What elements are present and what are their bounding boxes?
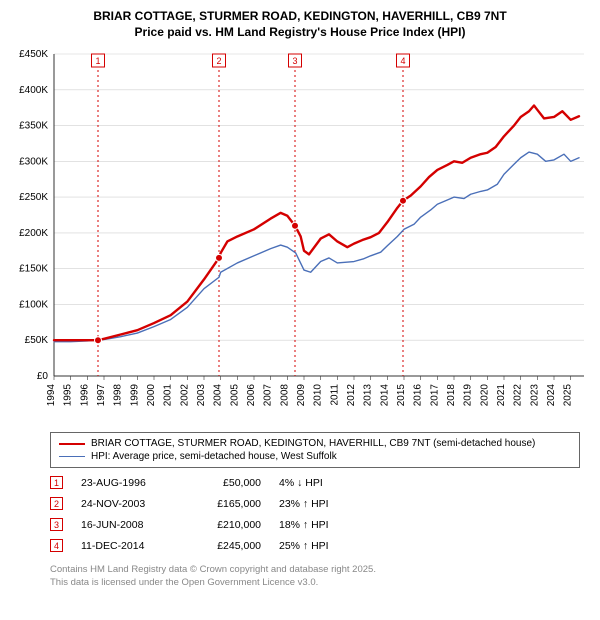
svg-text:2015: 2015	[396, 384, 407, 407]
svg-text:3: 3	[292, 56, 297, 66]
svg-text:£300K: £300K	[19, 157, 48, 168]
sale-events-table: 1 23-AUG-1996 £50,000 4% ↓ HPI 2 24-NOV-2003 £…	[50, 472, 590, 556]
event-date: 23-AUG-1996	[81, 477, 173, 489]
svg-text:1995: 1995	[63, 384, 74, 407]
svg-text:2: 2	[216, 56, 221, 66]
svg-text:2009: 2009	[296, 384, 307, 407]
svg-text:2004: 2004	[213, 384, 224, 407]
event-delta: 23% ↑ HPI	[279, 498, 369, 510]
legend-label: BRIAR COTTAGE, STURMER ROAD, KEDINGTON, …	[91, 438, 535, 449]
event-price: £245,000	[191, 540, 261, 552]
event-badge: 2	[50, 497, 63, 510]
event-row: 3 16-JUN-2008 £210,000 18% ↑ HPI	[50, 514, 590, 535]
legend-item: BRIAR COTTAGE, STURMER ROAD, KEDINGTON, …	[59, 437, 571, 450]
svg-text:£100K: £100K	[19, 300, 48, 311]
legend-swatch	[59, 456, 85, 457]
svg-text:2005: 2005	[229, 384, 240, 407]
svg-text:2024: 2024	[546, 384, 557, 407]
svg-text:2016: 2016	[413, 384, 424, 407]
event-badge: 4	[50, 539, 63, 552]
svg-text:2011: 2011	[329, 384, 340, 406]
svg-text:2001: 2001	[163, 384, 174, 407]
event-badge: 1	[50, 476, 63, 489]
legend-label: HPI: Average price, semi-detached house,…	[91, 451, 337, 462]
svg-text:2002: 2002	[179, 384, 190, 407]
svg-text:£200K: £200K	[19, 228, 48, 239]
svg-text:2014: 2014	[379, 384, 390, 407]
event-date: 16-JUN-2008	[81, 519, 173, 531]
event-price: £165,000	[191, 498, 261, 510]
footer-line-2: This data is licensed under the Open Gov…	[50, 577, 590, 589]
svg-text:2010: 2010	[313, 384, 324, 407]
svg-text:2000: 2000	[146, 384, 157, 407]
svg-text:£350K: £350K	[19, 121, 48, 132]
legend-item: HPI: Average price, semi-detached house,…	[59, 450, 571, 463]
title-line-2: Price paid vs. HM Land Registry's House …	[10, 24, 590, 40]
event-row: 2 24-NOV-2003 £165,000 23% ↑ HPI	[50, 493, 590, 514]
svg-text:£400K: £400K	[19, 85, 48, 96]
svg-text:£150K: £150K	[19, 264, 48, 275]
svg-text:2020: 2020	[479, 384, 490, 407]
svg-text:2023: 2023	[529, 384, 540, 407]
svg-text:4: 4	[400, 56, 405, 66]
event-delta: 18% ↑ HPI	[279, 519, 369, 531]
svg-text:£450K: £450K	[19, 49, 48, 60]
svg-text:2003: 2003	[196, 384, 207, 407]
svg-text:2021: 2021	[496, 384, 507, 407]
title-line-1: BRIAR COTTAGE, STURMER ROAD, KEDINGTON, …	[10, 8, 590, 24]
svg-text:2012: 2012	[346, 384, 357, 407]
svg-text:2006: 2006	[246, 384, 257, 407]
legend-swatch	[59, 443, 85, 445]
event-price: £210,000	[191, 519, 261, 531]
svg-text:2022: 2022	[513, 384, 524, 407]
event-delta: 4% ↓ HPI	[279, 477, 369, 489]
svg-text:2013: 2013	[363, 384, 374, 407]
svg-text:1994: 1994	[46, 384, 57, 407]
svg-text:1998: 1998	[113, 384, 124, 407]
svg-text:1: 1	[95, 56, 100, 66]
svg-text:£0: £0	[37, 371, 49, 382]
svg-text:1999: 1999	[129, 384, 140, 407]
svg-text:2019: 2019	[463, 384, 474, 407]
event-date: 24-NOV-2003	[81, 498, 173, 510]
svg-text:2025: 2025	[563, 384, 574, 407]
event-delta: 25% ↑ HPI	[279, 540, 369, 552]
svg-text:1996: 1996	[79, 384, 90, 407]
event-row: 1 23-AUG-1996 £50,000 4% ↓ HPI	[50, 472, 590, 493]
svg-text:£250K: £250K	[19, 192, 48, 203]
chart-title: BRIAR COTTAGE, STURMER ROAD, KEDINGTON, …	[10, 8, 590, 40]
footer-attribution: Contains HM Land Registry data © Crown c…	[50, 564, 590, 589]
svg-text:1997: 1997	[96, 384, 107, 407]
price-chart: £0 £50K £100K £150K £200K £250K £300K £350K £400…	[10, 46, 590, 426]
event-badge: 3	[50, 518, 63, 531]
svg-text:2017: 2017	[429, 384, 440, 407]
legend: BRIAR COTTAGE, STURMER ROAD, KEDINGTON, …	[50, 432, 580, 468]
event-row: 4 11-DEC-2014 £245,000 25% ↑ HPI	[50, 535, 590, 556]
event-price: £50,000	[191, 477, 261, 489]
svg-text:2008: 2008	[279, 384, 290, 407]
event-date: 11-DEC-2014	[81, 540, 173, 552]
footer-line-1: Contains HM Land Registry data © Crown c…	[50, 564, 590, 576]
svg-text:£50K: £50K	[25, 336, 49, 347]
svg-text:2007: 2007	[263, 384, 274, 407]
svg-text:2018: 2018	[446, 384, 457, 407]
